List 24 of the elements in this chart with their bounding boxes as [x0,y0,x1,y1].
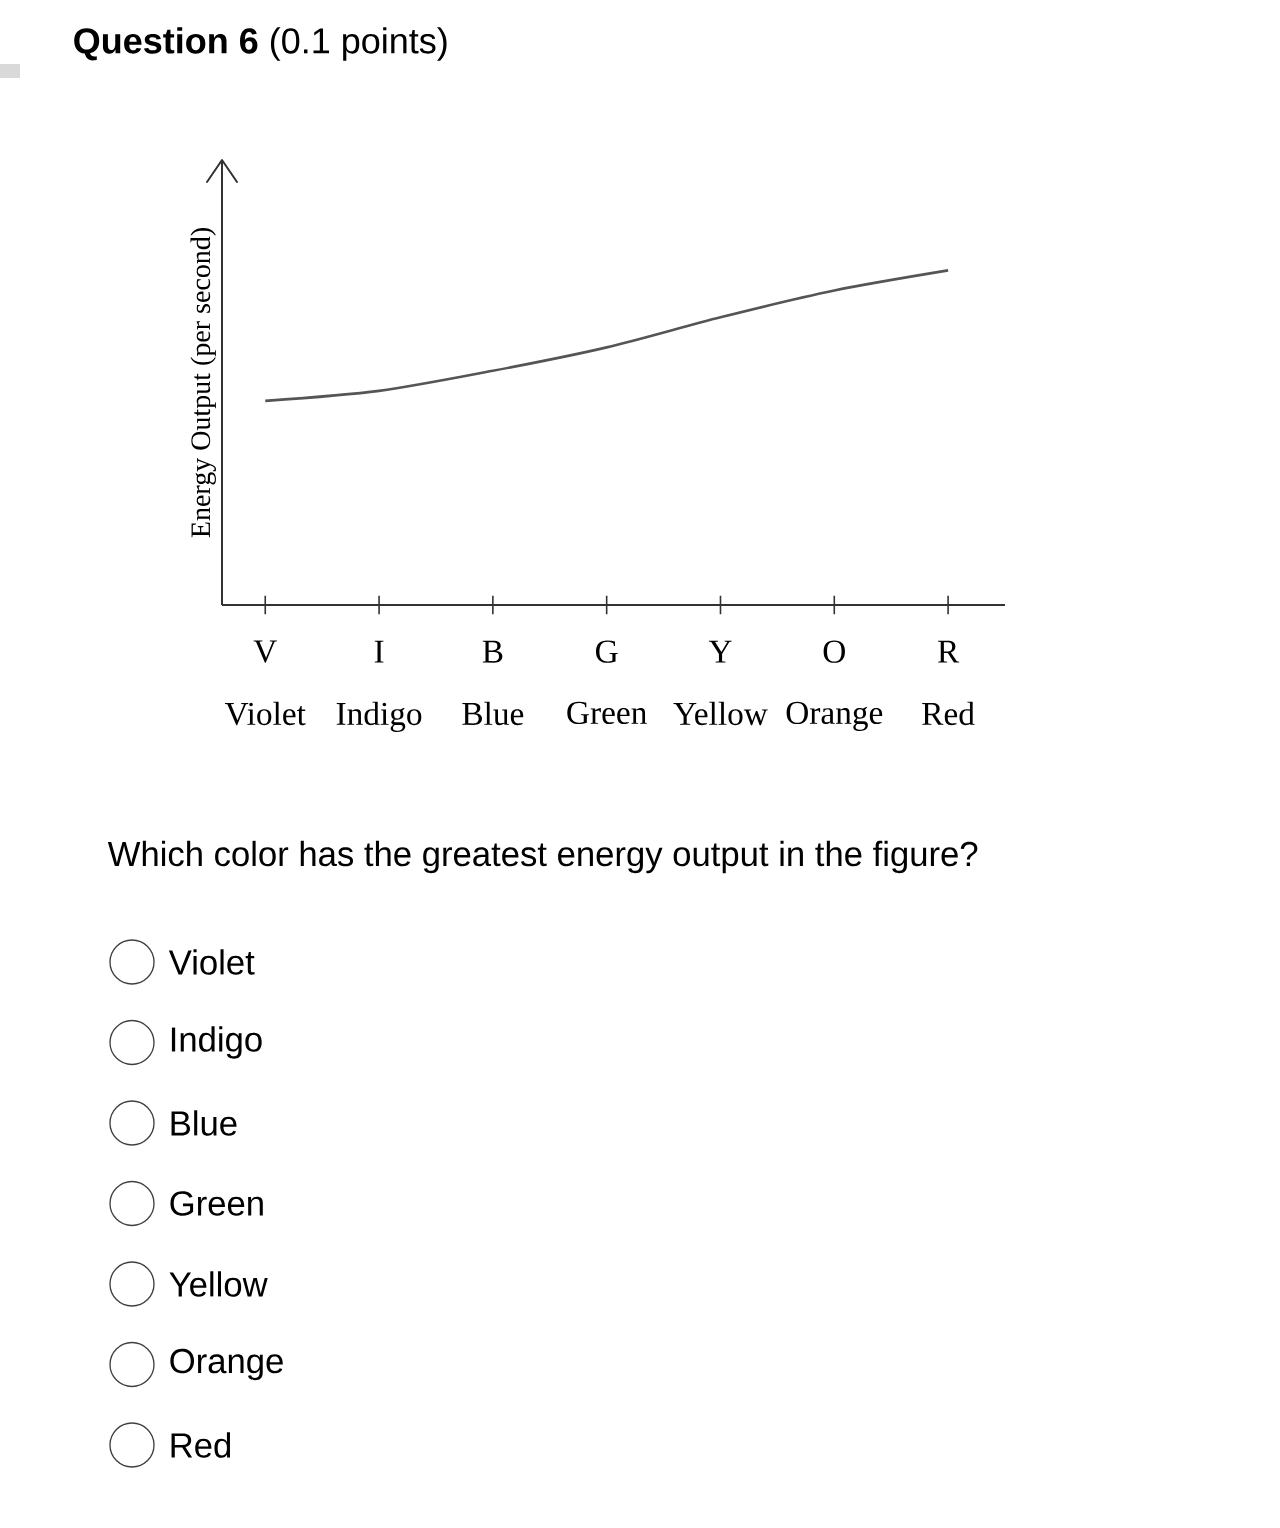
x-tick-label: Blue [462,701,524,726]
text: Indigo [171,1026,262,1059]
x-tick-label: Indigo [336,701,422,733]
y-axis-title: Energy Output (per second) [190,228,216,538]
annotation: I [374,640,384,663]
annotation: B [482,640,503,663]
x-tick-label: Violet [224,701,306,726]
text: Which color has the greatest energy output in the figure? [107,840,978,874]
chart-title: Question 6 (0.1 points) [74,27,447,61]
text: Red [171,1432,231,1458]
annotation: G [596,640,618,663]
annotation: R [937,640,960,663]
text: Violet [168,949,255,975]
annotation: V [253,640,277,663]
x-tick-label: Green [567,701,647,725]
x-tick-label: Red [922,701,975,726]
text: Green [170,1191,263,1216]
text: Orange [170,1348,283,1381]
annotation: Y [708,640,732,663]
text: Yellow [169,1271,268,1297]
x-tick-label: Yellow [673,701,768,726]
annotation: O [823,640,845,663]
x-tick-label: Orange [786,701,883,731]
text: Blue [171,1110,237,1136]
